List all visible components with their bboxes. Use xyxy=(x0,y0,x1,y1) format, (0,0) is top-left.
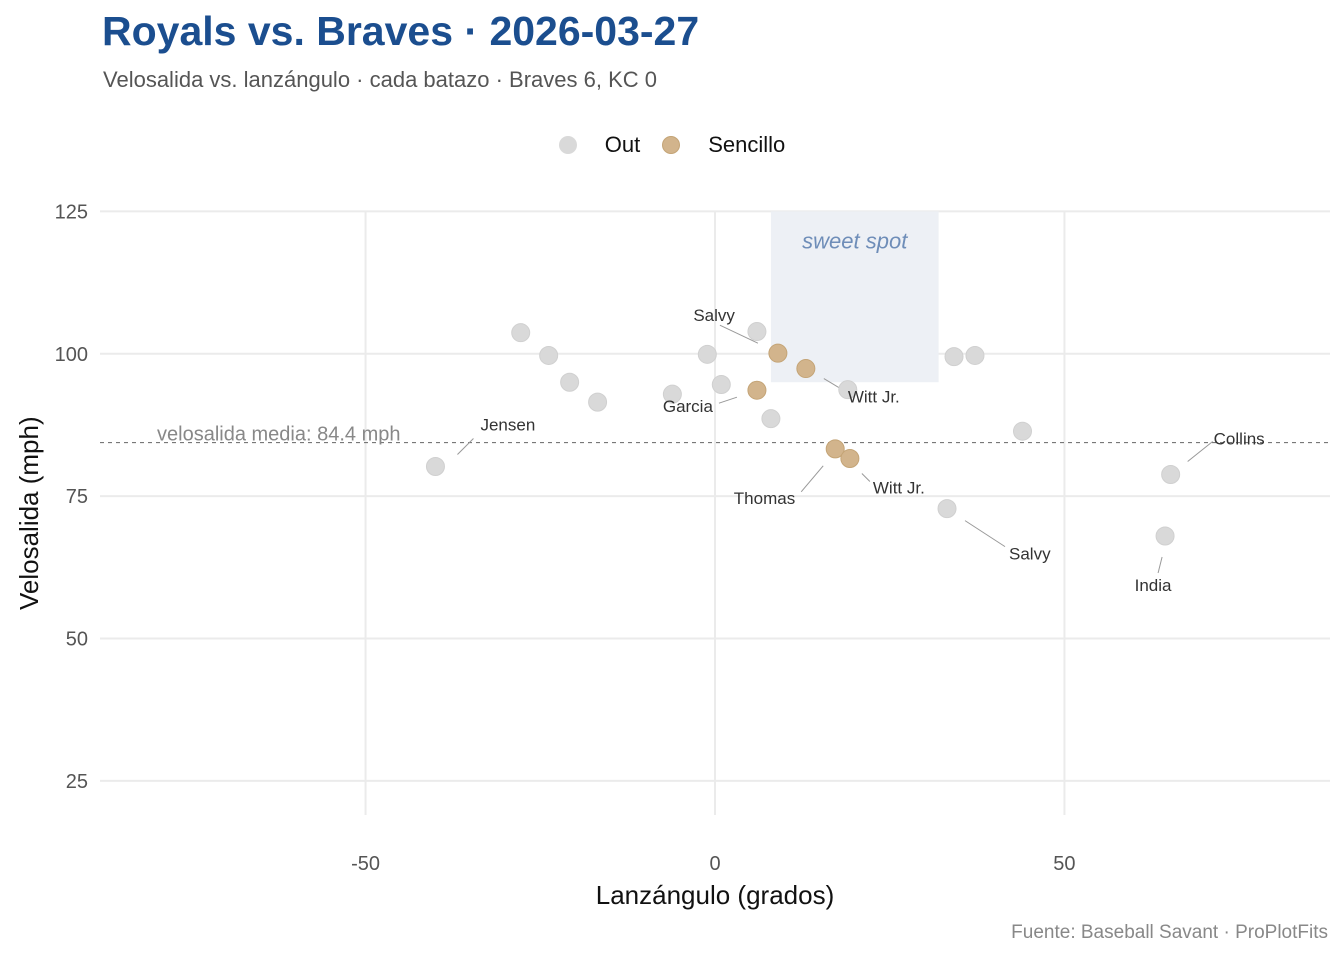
data-point-out xyxy=(1161,464,1181,484)
point-label: Salvy xyxy=(693,306,735,325)
data-point-out xyxy=(662,384,682,404)
label-leader-line xyxy=(1157,556,1163,574)
legend-marker-sencillo xyxy=(662,136,681,154)
data-point-out xyxy=(937,499,957,519)
point-labels: Jensen Salvy India Collins Garcia Salvy Witt J… xyxy=(480,306,1264,595)
y-tick-label: 100 xyxy=(55,344,88,366)
mean-line-group: velosalida media: 84.4 mph xyxy=(100,424,1330,446)
data-point-sencillo xyxy=(768,343,788,363)
label-leader-line xyxy=(800,465,824,493)
legend-item-out: Out xyxy=(558,132,641,158)
grid-lines xyxy=(100,210,1330,815)
data-point-out xyxy=(425,457,445,476)
data-point-sencillo xyxy=(825,439,845,459)
x-tick-label: -50 xyxy=(351,853,380,875)
y-tick-label: 25 xyxy=(66,771,88,793)
chart-title: Royals vs. Braves · 2026-03-27 xyxy=(102,8,700,54)
data-point-sencillo xyxy=(747,380,767,400)
point-label: Thomas xyxy=(734,489,795,508)
data-point-sencillo xyxy=(796,359,816,379)
point-label: Witt Jr. xyxy=(848,388,900,407)
data-point-out xyxy=(711,375,731,394)
data-point-out xyxy=(697,344,717,364)
source-caption: Fuente: Baseball Savant · ProPlotFits xyxy=(1011,922,1328,943)
chart-subtitle: Velosalida vs. lanzángulo · cada batazo … xyxy=(103,67,657,92)
data-point-out xyxy=(965,345,985,365)
legend-item-sencillo: Sencillo xyxy=(662,132,785,158)
legend-marker-out xyxy=(558,136,577,154)
mean-line-label: velosalida media: 84.4 mph xyxy=(157,424,400,446)
legend-label-sencillo: Sencillo xyxy=(708,132,786,157)
y-tick-label: 75 xyxy=(66,486,88,508)
sweet-spot-label: sweet spot xyxy=(802,228,908,253)
label-leader-line xyxy=(719,324,759,344)
label-leader-line xyxy=(1187,441,1213,462)
label-leader-line xyxy=(861,473,871,482)
data-point-out xyxy=(761,409,781,429)
data-point-sencillo xyxy=(840,449,860,469)
x-tick-label: 0 xyxy=(709,853,720,875)
point-label: Salvy xyxy=(1009,545,1051,564)
point-label: Garcia xyxy=(663,397,714,416)
data-point-out xyxy=(1155,526,1175,546)
point-label: India xyxy=(1135,576,1172,595)
data-point-out xyxy=(1013,421,1032,441)
label-leader-line xyxy=(457,438,474,455)
y-tick-label: 125 xyxy=(55,201,88,223)
data-point-out xyxy=(747,322,767,342)
point-label: Witt Jr. xyxy=(873,479,925,498)
legend: Out Sencillo xyxy=(0,132,1344,158)
label-leader-line xyxy=(964,520,1006,548)
data-point-out xyxy=(588,392,608,412)
point-label: Collins xyxy=(1214,429,1265,448)
point-label: Jensen xyxy=(480,416,535,435)
data-point-out xyxy=(838,380,858,400)
data-point-out xyxy=(539,345,559,365)
x-axis-title: Lanzángulo (grados) xyxy=(596,880,835,910)
axis-ticks: 25 50 75 100 125 -50 0 50 xyxy=(55,201,1076,875)
label-leader-line xyxy=(718,396,738,404)
data-point-out xyxy=(560,372,580,392)
legend-label-out: Out xyxy=(604,132,641,157)
data-points xyxy=(425,322,1181,546)
sweet-spot-region: sweet spot xyxy=(770,211,939,383)
sweet-spot-rect xyxy=(770,211,939,383)
x-tick-label: 50 xyxy=(1053,853,1075,875)
y-axis-title: Velosalida (mph) xyxy=(14,416,44,610)
data-point-out xyxy=(944,347,964,367)
data-point-out xyxy=(511,323,531,343)
y-tick-label: 50 xyxy=(66,628,88,650)
